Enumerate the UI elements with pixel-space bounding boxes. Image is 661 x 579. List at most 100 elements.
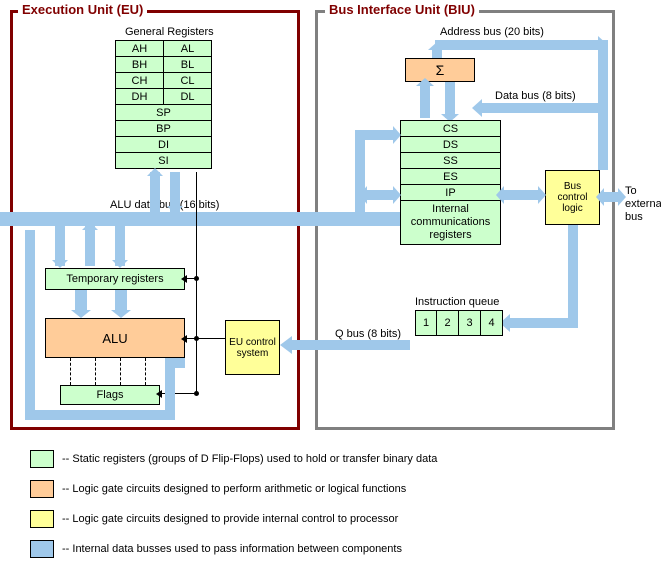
instr-queue-label: Instruction queue bbox=[415, 296, 499, 308]
temp-alu-bus-a bbox=[75, 290, 87, 312]
sigma-up-arr bbox=[428, 42, 446, 50]
right-vert-bus-2 bbox=[568, 225, 578, 325]
alu-block: ALU bbox=[45, 318, 185, 358]
legend-green-text: -- Static registers (groups of D Flip-Fl… bbox=[62, 453, 437, 465]
into-biu-h2 bbox=[365, 190, 395, 200]
reg-dl: DL bbox=[164, 89, 212, 105]
legend-blue: -- Internal data busses used to pass inf… bbox=[30, 540, 402, 558]
alu-data-bus bbox=[0, 212, 440, 226]
seg-reg-table: CS DS SS ES IP Internal communications r… bbox=[400, 120, 501, 245]
reg-dh: DH bbox=[116, 89, 164, 105]
queue-2: 2 bbox=[437, 310, 459, 336]
ext-bus-r bbox=[618, 188, 626, 206]
legend-orange-text: -- Logic gate circuits designed to perfo… bbox=[62, 483, 406, 495]
data-bus-l bbox=[472, 99, 482, 117]
ctrl-dot-1 bbox=[194, 276, 199, 281]
legend-green: -- Static registers (groups of D Flip-Fl… bbox=[30, 450, 437, 468]
sigma-down-b bbox=[445, 82, 455, 118]
addr-bus bbox=[435, 40, 600, 50]
alu-out-h bbox=[25, 410, 175, 420]
eu-bus-down-b-up bbox=[82, 222, 98, 230]
reg-al: AL bbox=[164, 41, 212, 57]
instr-queue: 1 2 3 4 bbox=[415, 310, 503, 336]
biu-title: Bus Interface Unit (BIU) bbox=[325, 2, 479, 17]
data-bus-label: Data bus (8 bits) bbox=[495, 90, 576, 102]
reg-ss: SS bbox=[401, 153, 501, 169]
reg-ds: DS bbox=[401, 137, 501, 153]
into-biu-l2 bbox=[359, 186, 367, 204]
bus-ctrl-label: Bus control logic bbox=[548, 181, 597, 214]
ext-bus-l bbox=[596, 188, 604, 206]
internal-comm: Internal communications registers bbox=[401, 201, 501, 245]
queue-3: 3 bbox=[459, 310, 481, 336]
legend-blue-text: -- Internal data busses used to pass inf… bbox=[62, 543, 402, 555]
alu-out-v bbox=[25, 230, 35, 415]
temp-alu-bus-b bbox=[115, 290, 127, 312]
temp-alu-bus-b-dn bbox=[111, 310, 131, 318]
legend-yellow: -- Logic gate circuits designed to provi… bbox=[30, 510, 398, 528]
seg-to-ctrl-l bbox=[496, 186, 504, 204]
reg-si: SI bbox=[116, 153, 212, 169]
gen-reg-label: General Registers bbox=[125, 26, 214, 38]
ctrl-arrow-3 bbox=[156, 390, 162, 398]
sigma-down-a-up bbox=[416, 78, 434, 86]
addr-bus-label: Address bus (20 bits) bbox=[440, 26, 544, 38]
eu-bus-v1 bbox=[150, 172, 160, 212]
sigma-down-a bbox=[420, 82, 430, 118]
queue-4: 4 bbox=[481, 310, 503, 336]
dash-4 bbox=[145, 358, 146, 385]
legend-blue-sq bbox=[30, 540, 54, 558]
into-biu-up bbox=[355, 130, 365, 218]
reg-bl: BL bbox=[164, 57, 212, 73]
dash-3 bbox=[120, 358, 121, 385]
eu-control-label: EU control system bbox=[228, 337, 277, 359]
reg-cs: CS bbox=[401, 121, 501, 137]
dash-1 bbox=[70, 358, 71, 385]
ctrl-dot-3 bbox=[194, 391, 199, 396]
reg-ah: AH bbox=[116, 41, 164, 57]
legend-yellow-text: -- Logic gate circuits designed to provi… bbox=[62, 513, 398, 525]
ctrl-arrow-2 bbox=[181, 335, 187, 343]
legend-yellow-sq bbox=[30, 510, 54, 528]
eu-title: Execution Unit (EU) bbox=[18, 2, 147, 17]
into-biu-r2 bbox=[393, 186, 401, 204]
flags-block: Flags bbox=[60, 385, 160, 405]
reg-ip: IP bbox=[401, 185, 501, 201]
q-bus-label: Q bus (8 bits) bbox=[335, 328, 401, 340]
legend-orange-sq bbox=[30, 480, 54, 498]
right-vert-bus-h bbox=[508, 318, 578, 328]
into-biu-h bbox=[355, 130, 395, 140]
q-bus bbox=[290, 340, 410, 350]
reg-di: DI bbox=[116, 137, 212, 153]
reg-es: ES bbox=[401, 169, 501, 185]
eu-bus-down-b bbox=[85, 226, 95, 266]
reg-bh: BH bbox=[116, 57, 164, 73]
q-bus-arrow bbox=[280, 336, 292, 354]
eu-control: EU control system bbox=[225, 320, 280, 375]
temp-alu-bus-a-dn bbox=[71, 310, 91, 318]
bus-control-logic: Bus control logic bbox=[545, 170, 600, 225]
eu-bus-v2-dn bbox=[167, 206, 183, 214]
alu-out-h2 bbox=[165, 358, 185, 368]
reg-cl: CL bbox=[164, 73, 212, 89]
reg-ch: CH bbox=[116, 73, 164, 89]
seg-to-ctrl-r bbox=[538, 186, 546, 204]
eu-bus-down-a-dn bbox=[52, 260, 68, 268]
legend-orange: -- Logic gate circuits designed to perfo… bbox=[30, 480, 406, 498]
gen-reg-table: AHAL BHBL CHCL DHDL SP BP DI SI bbox=[115, 40, 212, 169]
reg-bp: BP bbox=[116, 121, 212, 137]
alu-bus-label: ALU data bus (16 bits) bbox=[110, 199, 219, 211]
reg-sp: SP bbox=[116, 105, 212, 121]
queue-1: 1 bbox=[415, 310, 437, 336]
eu-bus-v1-up bbox=[147, 168, 163, 176]
data-bus-h bbox=[480, 103, 600, 113]
right-vert-bus bbox=[598, 40, 608, 170]
dash-2 bbox=[95, 358, 96, 385]
seg-to-ctrl bbox=[502, 190, 540, 200]
eu-bus-down-c-dn bbox=[112, 260, 128, 268]
ctrl-to-ecs bbox=[196, 338, 225, 339]
to-ext-label: To external bus bbox=[625, 185, 661, 225]
temp-registers: Temporary registers bbox=[45, 268, 185, 290]
ctrl-arrow-1 bbox=[181, 275, 187, 283]
into-biu-r bbox=[393, 126, 401, 144]
